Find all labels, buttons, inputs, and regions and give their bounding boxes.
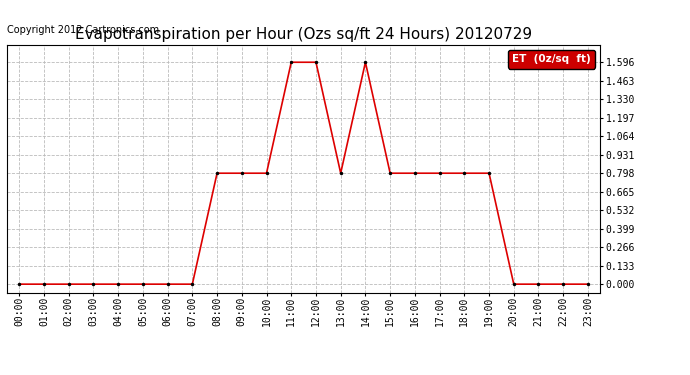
- Legend: ET  (0z/sq  ft): ET (0z/sq ft): [508, 50, 595, 69]
- Text: Copyright 2012 Cartronics.com: Copyright 2012 Cartronics.com: [7, 25, 159, 35]
- Title: Evapotranspiration per Hour (Ozs sq/ft 24 Hours) 20120729: Evapotranspiration per Hour (Ozs sq/ft 2…: [75, 27, 532, 42]
